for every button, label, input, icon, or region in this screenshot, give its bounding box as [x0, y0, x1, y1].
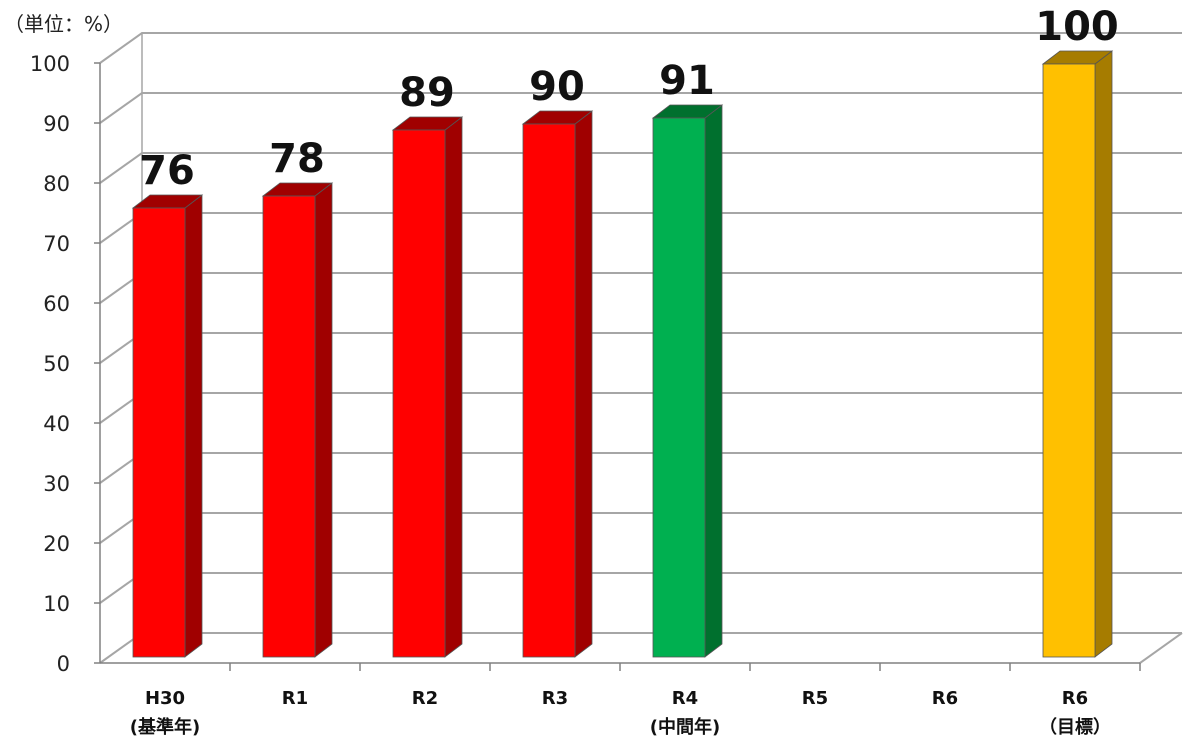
- y-tick-label: 90: [43, 112, 70, 136]
- gridline: [99, 212, 1182, 244]
- y-tick-label: 10: [43, 592, 70, 616]
- x-tick-label: R6: [1062, 688, 1088, 709]
- gridline: [99, 392, 1182, 424]
- data-label: 100: [1035, 4, 1119, 50]
- gridline: [99, 272, 1182, 304]
- x-axis: H30 (基準年) R1 R2 R3 R4 (中間年) R5 R6 R6 （目標）: [100, 662, 1141, 738]
- y-tick-label: 70: [43, 232, 70, 256]
- x-tick-label: R2: [412, 688, 438, 709]
- bar-front: [1042, 63, 1096, 658]
- x-tick-sublabel: （目標）: [1039, 716, 1111, 738]
- x-tick-sublabel: (中間年): [650, 716, 720, 738]
- bars: [131, 50, 1114, 658]
- data-label: 91: [659, 58, 715, 104]
- x-tick-label: H30: [145, 688, 185, 709]
- x-tick-sublabel: (基準年): [130, 716, 200, 738]
- bar: [651, 104, 724, 658]
- bar: [1041, 50, 1114, 658]
- x-tick-label: R1: [282, 688, 308, 709]
- y-tick-label: 50: [43, 352, 70, 376]
- bar-side: [444, 116, 463, 658]
- floor-back-edge: [99, 632, 1182, 664]
- bar-front: [262, 195, 316, 658]
- y-tick-label: 80: [43, 172, 70, 196]
- bar: [131, 194, 204, 658]
- y-tick-label: 60: [43, 292, 70, 316]
- x-tick-label: R3: [542, 688, 568, 709]
- bar-front: [392, 129, 446, 658]
- bar-side: [1094, 50, 1113, 658]
- x-tick-label: R5: [802, 688, 828, 709]
- gridline: [99, 572, 1182, 604]
- x-tick-label: R4: [672, 688, 698, 709]
- bar-front: [132, 207, 186, 658]
- gridline: [99, 92, 1182, 124]
- floor-right-edge: [1139, 632, 1183, 664]
- bar-side: [574, 110, 593, 658]
- x-tick-label: R6: [932, 688, 958, 709]
- y-axis: 0 10 20 30 40 50 60 70 80 90 100: [30, 52, 101, 676]
- bar-side: [704, 104, 723, 658]
- y-tick-label: 0: [57, 652, 70, 676]
- gridline: [99, 452, 1182, 484]
- gridline: [99, 332, 1182, 364]
- data-label: 89: [399, 70, 455, 116]
- bar-side: [314, 182, 333, 658]
- y-tick-label: 40: [43, 412, 70, 436]
- bar: [261, 182, 334, 658]
- bar: [391, 116, 464, 658]
- unit-label: （単位：%）: [4, 12, 124, 36]
- bar-front: [652, 117, 706, 658]
- chart-walls: [99, 33, 1183, 664]
- data-label: 90: [529, 64, 585, 110]
- bar: [521, 110, 594, 658]
- bar-front: [522, 123, 576, 658]
- bar-side: [184, 194, 203, 658]
- data-label: 76: [139, 148, 195, 194]
- y-tick-label: 20: [43, 532, 70, 556]
- gridline: [99, 512, 1182, 544]
- data-label: 78: [269, 136, 325, 182]
- y-tick-label: 30: [43, 472, 70, 496]
- gridlines: [99, 32, 1182, 604]
- gridline: [99, 32, 1182, 64]
- data-labels: 76 78 89 90 91 100: [139, 4, 1119, 194]
- gridline: [99, 152, 1182, 184]
- y-tick-label: 100: [30, 52, 70, 76]
